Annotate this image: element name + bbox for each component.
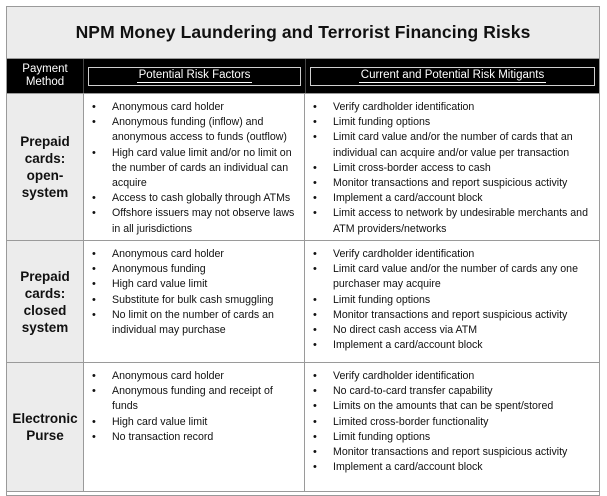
- list-item: No transaction record: [90, 430, 300, 445]
- list-item: Implement a card/account block: [311, 191, 595, 206]
- list-item: Access to cash globally through ATMs: [90, 191, 300, 206]
- list-item: Anonymous card holder: [90, 247, 300, 262]
- list-item: Monitor transactions and report suspicio…: [311, 308, 595, 323]
- list-item: Anonymous funding: [90, 262, 300, 277]
- table-row: Electronic Purse Anonymous card holder A…: [7, 363, 599, 492]
- list-item: Monitor transactions and report suspicio…: [311, 176, 595, 191]
- mitigants-cell: Verify cardholder identification No card…: [304, 363, 599, 491]
- risk-factors-list: Anonymous card holder Anonymous funding …: [90, 247, 300, 338]
- list-item: Verify cardholder identification: [311, 100, 595, 115]
- list-item: No limit on the number of cards an indiv…: [90, 308, 300, 338]
- list-item: Anonymous card holder: [90, 369, 300, 384]
- list-item: Limit funding options: [311, 430, 595, 445]
- mitigants-list: Verify cardholder identification No card…: [311, 369, 595, 476]
- mitigants-cell: Verify cardholder identification Limit f…: [304, 94, 599, 240]
- header-mitigants: Current and Potential Risk Mitigants: [305, 59, 599, 93]
- list-item: High card value limit: [90, 277, 300, 292]
- list-item: Limit cross-border access to cash: [311, 161, 595, 176]
- risk-factors-cell: Anonymous card holder Anonymous funding …: [83, 94, 304, 240]
- list-item: Implement a card/account block: [311, 338, 595, 353]
- header-risk-factors: Potential Risk Factors: [83, 59, 305, 93]
- list-item: Limit funding options: [311, 115, 595, 130]
- list-item: Anonymous funding and receipt of funds: [90, 384, 300, 414]
- header-mitigants-label: Current and Potential Risk Mitigants: [358, 69, 547, 83]
- header-risk-factors-label: Potential Risk Factors: [136, 69, 253, 83]
- title-bar: NPM Money Laundering and Terrorist Finan…: [7, 7, 599, 59]
- payment-method-cell: Prepaid cards: closed system: [7, 241, 83, 362]
- list-item: Limit card value and/or the number of ca…: [311, 130, 595, 160]
- risk-factors-cell: Anonymous card holder Anonymous funding …: [83, 241, 304, 362]
- risk-factors-cell: Anonymous card holder Anonymous funding …: [83, 363, 304, 491]
- list-item: Anonymous funding (inflow) and anonymous…: [90, 115, 300, 145]
- risk-table: NPM Money Laundering and Terrorist Finan…: [6, 6, 600, 496]
- header-row: Payment Method Potential Risk Factors Cu…: [7, 59, 599, 94]
- mitigants-list: Verify cardholder identification Limit c…: [311, 247, 595, 354]
- list-item: Substitute for bulk cash smuggling: [90, 293, 300, 308]
- table-row: Prepaid cards: open-system Anonymous car…: [7, 94, 599, 241]
- list-item: Monitor transactions and report suspicio…: [311, 445, 595, 460]
- list-item: Limit access to network by undesirable m…: [311, 206, 595, 236]
- payment-method-cell: Electronic Purse: [7, 363, 83, 491]
- list-item: Verify cardholder identification: [311, 247, 595, 262]
- list-item: No card-to-card transfer capability: [311, 384, 595, 399]
- list-item: High card value limit and/or no limit on…: [90, 146, 300, 192]
- list-item: Anonymous card holder: [90, 100, 300, 115]
- list-item: Verify cardholder identification: [311, 369, 595, 384]
- risk-factors-list: Anonymous card holder Anonymous funding …: [90, 100, 300, 237]
- list-item: Limited cross-border functionality: [311, 415, 595, 430]
- list-item: Limit funding options: [311, 293, 595, 308]
- risk-factors-list: Anonymous card holder Anonymous funding …: [90, 369, 300, 445]
- list-item: No direct cash access via ATM: [311, 323, 595, 338]
- table-row: Prepaid cards: closed system Anonymous c…: [7, 241, 599, 363]
- list-item: Limits on the amounts that can be spent/…: [311, 399, 595, 414]
- table-title: NPM Money Laundering and Terrorist Finan…: [75, 22, 531, 42]
- mitigants-cell: Verify cardholder identification Limit c…: [304, 241, 599, 362]
- list-item: Offshore issuers may not observe laws in…: [90, 206, 300, 236]
- payment-method-cell: Prepaid cards: open-system: [7, 94, 83, 240]
- list-item: Implement a card/account block: [311, 460, 595, 475]
- list-item: High card value limit: [90, 415, 300, 430]
- mitigants-list: Verify cardholder identification Limit f…: [311, 100, 595, 237]
- list-item: Limit card value and/or the number of ca…: [311, 262, 595, 292]
- header-payment-method: Payment Method: [22, 63, 68, 88]
